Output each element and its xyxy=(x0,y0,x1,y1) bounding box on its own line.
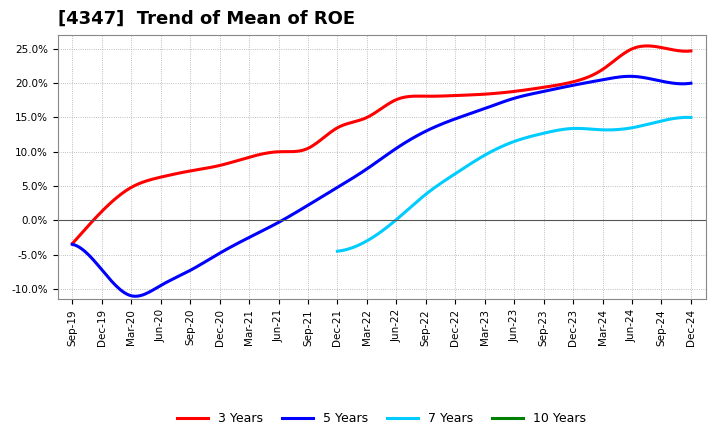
Line: 7 Years: 7 Years xyxy=(338,117,691,251)
5 Years xyxy=(591,78,600,84)
7 Years xyxy=(544,130,552,135)
5 Years xyxy=(436,122,445,127)
7 Years xyxy=(654,119,662,125)
3 Years xyxy=(643,43,652,48)
7 Years xyxy=(687,115,696,120)
5 Years xyxy=(449,117,457,122)
3 Years xyxy=(68,241,76,246)
7 Years xyxy=(683,115,692,120)
5 Years xyxy=(70,242,78,248)
Line: 3 Years: 3 Years xyxy=(72,46,691,244)
3 Years xyxy=(629,46,637,51)
5 Years xyxy=(687,81,696,86)
Legend: 3 Years, 5 Years, 7 Years, 10 Years: 3 Years, 5 Years, 7 Years, 10 Years xyxy=(172,407,591,430)
7 Years xyxy=(631,125,639,130)
5 Years xyxy=(626,73,635,79)
3 Years xyxy=(687,48,696,54)
7 Years xyxy=(333,249,342,254)
7 Years xyxy=(542,130,551,135)
7 Years xyxy=(549,128,558,134)
5 Years xyxy=(130,293,139,299)
3 Years xyxy=(436,93,445,99)
3 Years xyxy=(434,93,443,99)
Line: 5 Years: 5 Years xyxy=(72,76,691,296)
3 Years xyxy=(446,93,455,99)
7 Years xyxy=(334,249,343,254)
Text: [4347]  Trend of Mean of ROE: [4347] Trend of Mean of ROE xyxy=(58,10,355,28)
5 Years xyxy=(633,74,642,79)
3 Years xyxy=(590,72,598,77)
5 Years xyxy=(438,121,447,126)
3 Years xyxy=(70,238,78,244)
5 Years xyxy=(68,242,76,247)
